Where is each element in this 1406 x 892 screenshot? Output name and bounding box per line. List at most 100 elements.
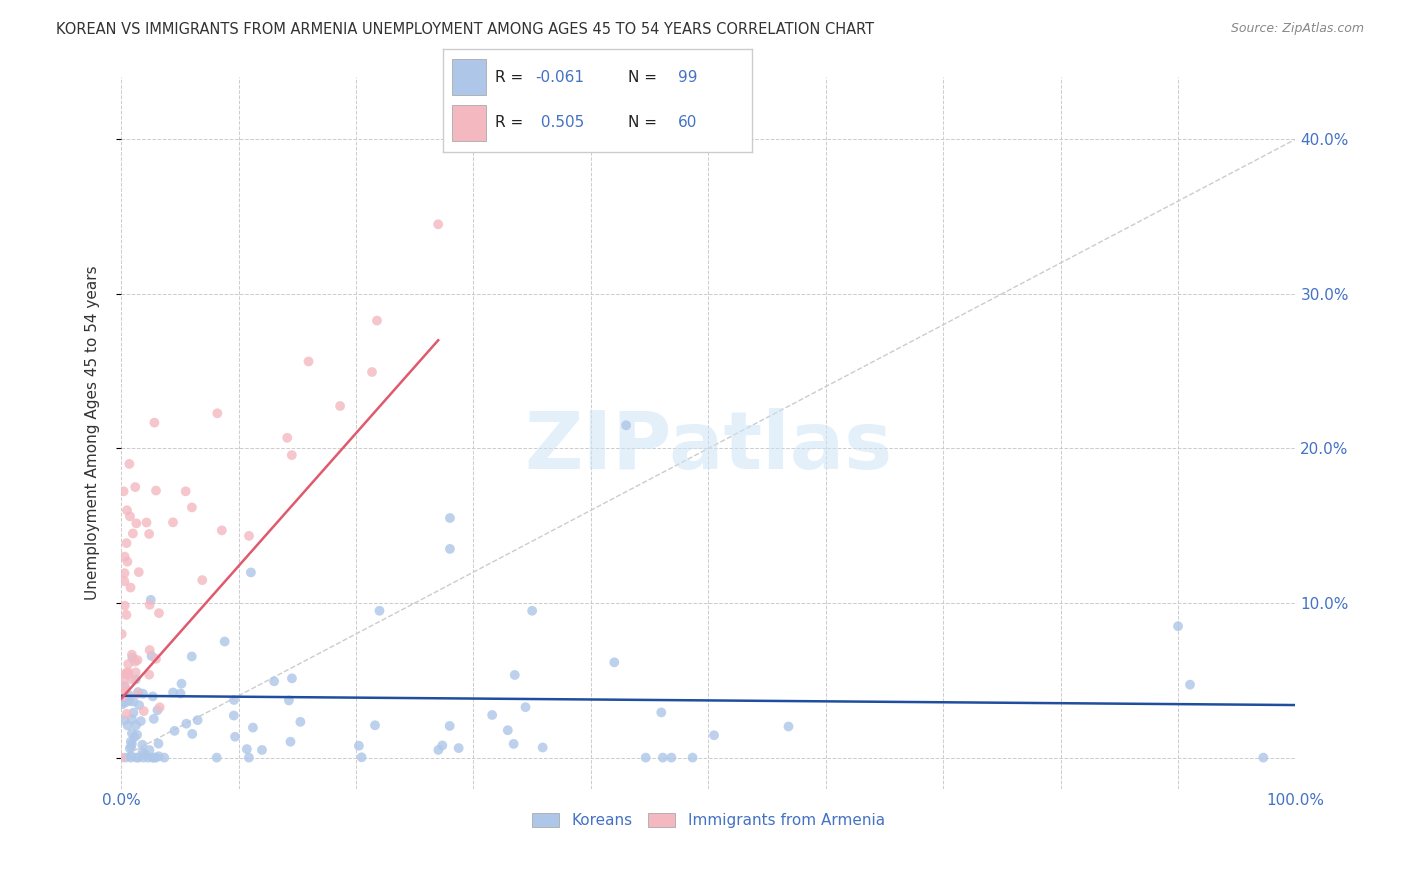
Point [148, 606, 170, 620]
Point [142, 690, 165, 704]
Point [125, 718, 148, 732]
Point [121, 737, 143, 751]
Point [651, 750, 673, 764]
Point [115, 536, 138, 550]
Point [515, 700, 537, 714]
Point [205, 750, 228, 764]
Point [125, 750, 148, 764]
Point [115, 503, 138, 517]
Point [427, 743, 450, 757]
Point [121, 726, 143, 740]
Point [118, 694, 141, 708]
Point [181, 727, 204, 741]
Point [143, 416, 166, 430]
Y-axis label: Unemployment Among Ages 45 to 54 years: Unemployment Among Ages 45 to 54 years [86, 266, 100, 600]
Point [128, 565, 150, 579]
Point [277, 693, 299, 707]
Point [211, 524, 233, 538]
Point [250, 743, 273, 757]
Text: R =: R = [495, 115, 529, 130]
Point [114, 680, 136, 694]
Point [114, 679, 136, 693]
Point [132, 687, 155, 701]
Point [120, 750, 142, 764]
Point [207, 406, 229, 420]
Point [242, 721, 264, 735]
Point [111, 697, 134, 711]
Point [153, 750, 176, 764]
Point [531, 740, 554, 755]
Point [603, 656, 626, 670]
Point [114, 566, 136, 581]
Point [1178, 678, 1201, 692]
Point [1167, 619, 1189, 633]
Point [366, 313, 388, 327]
Point [114, 599, 136, 613]
Point [276, 431, 298, 445]
Point [280, 735, 302, 749]
Point [496, 723, 519, 738]
Text: ZIPatlas: ZIPatlas [524, 409, 893, 486]
Point [138, 643, 160, 657]
Point [120, 581, 142, 595]
Point [122, 694, 145, 708]
Point [364, 718, 387, 732]
Point [239, 566, 262, 580]
Point [139, 593, 162, 607]
Point [121, 648, 143, 662]
Point [120, 734, 142, 748]
Point [117, 665, 139, 680]
Point [142, 712, 165, 726]
Point [214, 634, 236, 648]
Point [614, 418, 637, 433]
Point [162, 516, 184, 530]
Point [162, 685, 184, 699]
Point [124, 665, 146, 680]
Point [238, 750, 260, 764]
Point [148, 737, 170, 751]
Point [174, 484, 197, 499]
Point [1251, 750, 1274, 764]
Point [138, 527, 160, 541]
Point [180, 500, 202, 515]
Text: KOREAN VS IMMIGRANTS FROM ARMENIA UNEMPLOYMENT AMONG AGES 45 TO 54 YEARS CORRELA: KOREAN VS IMMIGRANTS FROM ARMENIA UNEMPL… [56, 22, 875, 37]
Point [502, 737, 524, 751]
Point [127, 653, 149, 667]
Point [263, 674, 285, 689]
Point [112, 484, 135, 499]
Point [136, 750, 159, 764]
Point [128, 750, 150, 764]
Point [125, 673, 148, 687]
Text: R =: R = [495, 70, 529, 86]
Point [141, 648, 163, 663]
Point [112, 689, 135, 703]
Point [703, 728, 725, 742]
Point [121, 650, 143, 665]
Point [180, 649, 202, 664]
Point [447, 741, 470, 756]
Text: 60: 60 [678, 115, 697, 130]
Point [187, 713, 209, 727]
Point [439, 719, 461, 733]
Text: 99: 99 [678, 70, 697, 86]
Point [224, 730, 246, 744]
Point [347, 739, 370, 753]
Text: N =: N = [628, 115, 662, 130]
Point [117, 688, 139, 702]
Point [124, 655, 146, 669]
Point [134, 747, 156, 762]
FancyBboxPatch shape [453, 105, 486, 141]
Point [117, 667, 139, 681]
Point [124, 480, 146, 494]
Point [145, 483, 167, 498]
Point [122, 526, 145, 541]
Point [114, 750, 136, 764]
FancyBboxPatch shape [453, 60, 486, 95]
Point [127, 685, 149, 699]
Legend: Koreans, Immigrants from Armenia: Koreans, Immigrants from Armenia [526, 807, 891, 834]
Point [176, 716, 198, 731]
Point [481, 708, 503, 723]
Point [520, 604, 543, 618]
Text: Source: ZipAtlas.com: Source: ZipAtlas.com [1230, 22, 1364, 36]
Point [115, 706, 138, 721]
